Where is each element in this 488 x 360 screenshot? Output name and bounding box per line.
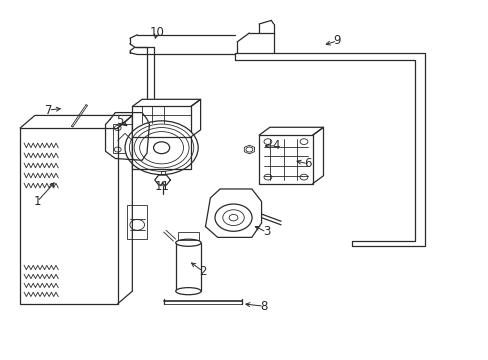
Text: 1: 1 [34,195,41,208]
Bar [20,128,118,304]
Ellipse shape [175,239,201,246]
Text: 9: 9 [333,34,340,48]
Text: 5: 5 [116,114,123,127]
Bar [127,205,147,239]
Bar [259,135,312,184]
Text: 7: 7 [44,104,52,117]
Ellipse shape [175,288,201,295]
Text: 11: 11 [155,180,170,193]
Text: 2: 2 [199,265,206,278]
Circle shape [215,204,251,231]
Circle shape [125,121,198,175]
Bar [177,232,199,240]
Text: 4: 4 [272,139,279,152]
Text: 6: 6 [304,157,311,170]
Bar [113,125,142,153]
Text: 10: 10 [149,27,164,40]
Bar [132,107,190,137]
Text: 3: 3 [262,225,269,238]
Bar [175,243,201,291]
Text: 8: 8 [260,300,267,313]
